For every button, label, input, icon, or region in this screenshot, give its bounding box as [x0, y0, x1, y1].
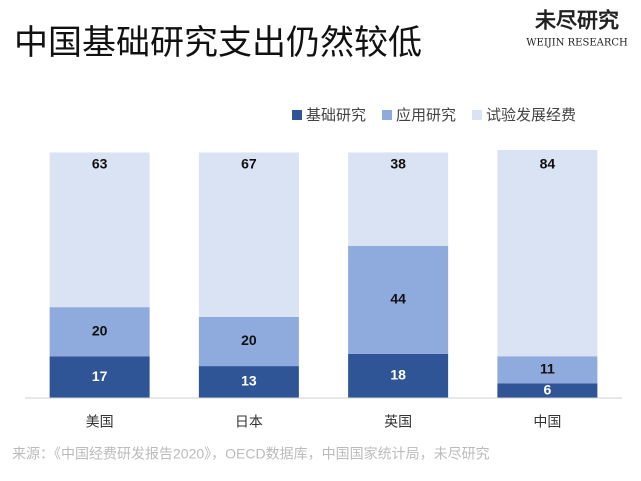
legend-swatch	[472, 110, 482, 120]
data-label: 44	[390, 290, 406, 306]
data-label: 18	[390, 367, 406, 383]
bar-segment	[348, 245, 449, 354]
data-label: 63	[92, 156, 108, 172]
legend-swatch	[382, 110, 392, 120]
x-tick-label: 中国	[533, 414, 561, 430]
chart-title: 中国基础研究支出仍然较低	[14, 24, 422, 62]
logo-subtitle: WEIJIN RESEARCH	[526, 38, 628, 49]
data-label: 11	[540, 360, 555, 376]
x-tick-label: 美国	[86, 414, 114, 430]
bar-segment	[497, 383, 598, 398]
legend-label: 基础研究	[306, 107, 366, 124]
logo-name: 未尽研究	[535, 8, 619, 33]
x-tick-label: 英国	[384, 414, 412, 430]
data-label: 17	[92, 368, 108, 384]
bar-segment	[348, 353, 449, 398]
bar-segment	[198, 316, 299, 367]
bar-segment	[49, 152, 150, 308]
x-tick-label: 日本	[235, 414, 263, 430]
data-label: 38	[390, 156, 406, 172]
data-label: 67	[241, 156, 257, 172]
data-label: 84	[540, 156, 556, 172]
data-label: 20	[92, 322, 108, 338]
bar-segment	[198, 366, 299, 398]
bar-segment	[348, 152, 449, 246]
legend-swatch	[292, 110, 302, 120]
bar-segment	[49, 356, 150, 398]
legend-label: 试验发展经费	[486, 107, 576, 124]
legend-label: 应用研究	[396, 106, 456, 124]
bar-segment	[497, 356, 598, 384]
data-label: 13	[241, 373, 257, 389]
bar-segment	[198, 152, 299, 317]
data-label: 6	[543, 381, 551, 397]
data-label: 20	[241, 332, 257, 348]
source-note: 来源：《中国经费研发报告2020》，OECD数据库，中国国家统计局，未尽研究	[12, 446, 490, 462]
bar-segment	[497, 150, 598, 357]
bar-segment	[49, 307, 150, 357]
